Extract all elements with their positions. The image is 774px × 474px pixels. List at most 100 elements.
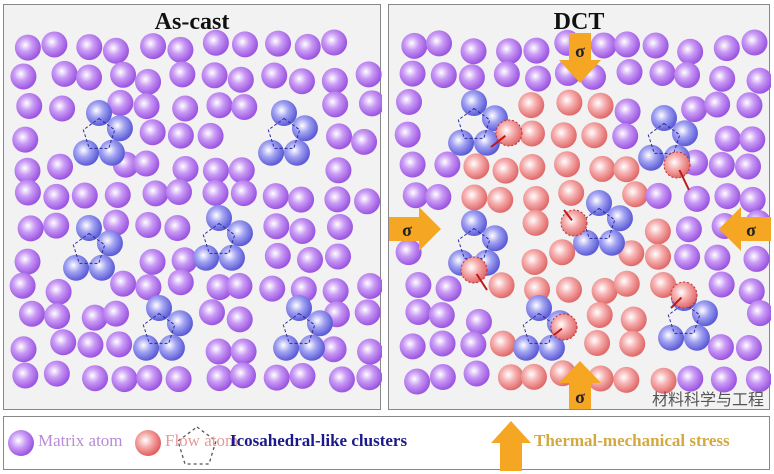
cluster-pentagon xyxy=(647,122,681,154)
cluster-atom xyxy=(106,115,133,142)
cluster-atom xyxy=(638,144,665,171)
flow-atom xyxy=(492,157,519,184)
cluster-atom xyxy=(473,129,500,156)
matrix-atom xyxy=(140,33,167,60)
flow-atom xyxy=(522,209,549,236)
icosahedral-cluster xyxy=(73,100,133,166)
flow-atom xyxy=(521,248,548,275)
cluster-pentagon xyxy=(82,117,116,149)
flow-arrow xyxy=(678,169,690,191)
flow-atom xyxy=(586,301,613,328)
flow-atom xyxy=(613,156,640,183)
matrix-atom xyxy=(205,338,232,365)
flow-atom xyxy=(618,240,645,267)
flow-atom xyxy=(487,186,514,213)
flow-atom xyxy=(555,276,582,303)
matrix-atom xyxy=(202,29,229,56)
cluster-pentagon xyxy=(667,302,701,334)
matrix-atom xyxy=(14,34,41,61)
matrix-atom xyxy=(263,213,290,240)
matrix-atom xyxy=(135,274,162,301)
cluster-atom xyxy=(526,295,552,321)
matrix-atom xyxy=(231,93,258,120)
matrix-atom xyxy=(738,278,765,305)
flow-atom xyxy=(581,122,608,149)
matrix-atom xyxy=(434,151,461,178)
matrix-atom xyxy=(45,278,72,305)
matrix-atom xyxy=(171,247,198,274)
flow-atom xyxy=(554,151,581,178)
matrix-atom xyxy=(616,59,643,86)
matrix-atom xyxy=(104,181,131,208)
cluster-atom xyxy=(226,220,253,247)
flow-arrow xyxy=(563,209,573,222)
matrix-atom xyxy=(289,217,316,244)
matrix-atom xyxy=(429,330,456,357)
matrix-atom xyxy=(395,239,422,266)
matrix-atom xyxy=(320,336,347,363)
matrix-atom xyxy=(704,244,731,271)
flow-atom xyxy=(587,92,614,119)
flow-atom xyxy=(463,153,490,180)
matrix-atom xyxy=(167,36,194,63)
matrix-atom xyxy=(324,186,351,213)
as-cast-panel: As-cast xyxy=(3,4,382,410)
matrix-atom xyxy=(435,275,462,302)
legend-matrix-atom: Matrix atom xyxy=(38,431,123,450)
matrix-atom xyxy=(463,360,490,387)
cluster-atom xyxy=(651,105,677,131)
flow-arrow xyxy=(553,327,563,336)
matrix-atom xyxy=(201,62,228,89)
flow-arrow xyxy=(475,273,488,291)
matrix-atom xyxy=(322,91,349,118)
cluster-atom xyxy=(73,139,100,166)
cluster-pentagon xyxy=(72,232,106,264)
matrix-atom xyxy=(354,299,381,326)
matrix-atom xyxy=(357,272,382,299)
cluster-atom xyxy=(88,254,115,281)
matrix-atom xyxy=(50,329,77,356)
flow-atom xyxy=(518,120,545,147)
matrix-atom xyxy=(43,212,70,239)
matrix-atom xyxy=(401,32,428,59)
matrix-atom xyxy=(460,331,487,358)
matrix-atom xyxy=(645,182,672,209)
matrix-atom xyxy=(328,366,355,393)
matrix-atom xyxy=(426,30,453,57)
matrix-atom xyxy=(321,29,348,56)
cluster-atom xyxy=(271,100,297,126)
sigma-label: σ xyxy=(575,387,585,407)
panel-title-dct: DCT xyxy=(553,9,605,35)
matrix-atom xyxy=(677,365,704,392)
matrix-atom xyxy=(735,153,762,180)
cluster-atom xyxy=(691,300,718,327)
matrix-atom xyxy=(110,61,137,88)
flow-atom xyxy=(550,122,577,149)
sigma-label: σ xyxy=(402,220,412,240)
matrix-atom xyxy=(612,123,639,150)
matrix-atom xyxy=(142,180,169,207)
flow-atom xyxy=(558,179,585,206)
matrix-atom xyxy=(708,271,735,298)
watermark: 材料科学与工程 xyxy=(652,390,765,409)
matrix-atom xyxy=(47,153,74,180)
icosahedral-cluster xyxy=(448,90,508,156)
flow-atom xyxy=(613,270,640,297)
flow-atom xyxy=(556,89,583,116)
cluster-pentagon xyxy=(202,222,236,254)
matrix-atom xyxy=(683,185,710,212)
matrix-atom xyxy=(206,365,233,392)
cluster-atom xyxy=(291,115,318,142)
flow-atom xyxy=(622,181,649,208)
matrix-atom xyxy=(139,119,166,146)
matrix-atom xyxy=(17,215,44,242)
stress-arrow-icon xyxy=(491,421,531,471)
cluster-atom xyxy=(538,334,565,361)
flow-atom xyxy=(549,239,576,266)
flow-atom-highlight xyxy=(560,209,588,237)
matrix-atom xyxy=(736,92,763,119)
legend-icons xyxy=(8,421,531,471)
matrix-atom xyxy=(739,186,766,213)
matrix-atom xyxy=(202,157,229,184)
sigma-label: σ xyxy=(575,41,585,61)
